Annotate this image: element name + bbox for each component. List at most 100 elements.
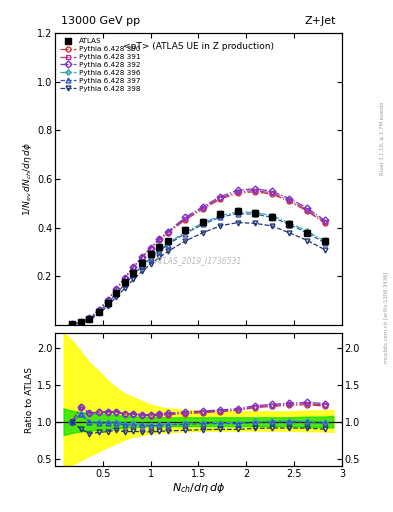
Pythia 6.428 398	[253, 220, 257, 226]
Pythia 6.428 398	[305, 238, 310, 244]
Pythia 6.428 391	[287, 197, 292, 203]
Pythia 6.428 392	[70, 321, 75, 327]
Pythia 6.428 398	[270, 223, 274, 229]
Pythia 6.428 392	[218, 194, 223, 200]
Pythia 6.428 396	[148, 254, 153, 261]
Pythia 6.428 392	[183, 215, 187, 221]
Pythia 6.428 391	[140, 254, 144, 261]
Pythia 6.428 390	[165, 230, 170, 236]
Pythia 6.428 397	[305, 230, 310, 236]
Pythia 6.428 396	[253, 209, 257, 216]
Pythia 6.428 397	[165, 242, 170, 248]
Pythia 6.428 397	[70, 321, 75, 327]
Pythia 6.428 396	[201, 220, 206, 226]
Pythia 6.428 397	[114, 291, 119, 297]
Y-axis label: Ratio to ATLAS: Ratio to ATLAS	[25, 367, 34, 433]
Line: Pythia 6.428 392: Pythia 6.428 392	[70, 186, 327, 327]
Pythia 6.428 390	[235, 190, 240, 196]
Pythia 6.428 391	[79, 319, 83, 325]
Pythia 6.428 392	[157, 236, 162, 242]
Pythia 6.428 398	[105, 303, 110, 309]
Pythia 6.428 396	[70, 321, 75, 327]
Pythia 6.428 398	[287, 230, 292, 236]
Pythia 6.428 390	[140, 254, 144, 261]
Text: mcplots.cern.ch [arXiv:1306.3436]: mcplots.cern.ch [arXiv:1306.3436]	[384, 272, 389, 363]
Pythia 6.428 397	[183, 230, 187, 237]
Pythia 6.428 397	[201, 221, 206, 227]
Pythia 6.428 391	[97, 307, 101, 313]
Pythia 6.428 398	[79, 319, 83, 326]
Pythia 6.428 396	[97, 308, 101, 314]
Pythia 6.428 392	[165, 228, 170, 234]
Pythia 6.428 398	[123, 285, 127, 291]
Pythia 6.428 397	[253, 211, 257, 218]
Pythia 6.428 391	[87, 315, 92, 321]
Pythia 6.428 392	[322, 217, 327, 223]
Pythia 6.428 390	[253, 188, 257, 195]
Pythia 6.428 391	[105, 297, 110, 303]
Pythia 6.428 396	[165, 241, 170, 247]
Pythia 6.428 398	[131, 276, 136, 283]
Text: 13000 GeV pp: 13000 GeV pp	[61, 16, 140, 26]
Pythia 6.428 396	[140, 262, 144, 268]
Text: Z+Jet: Z+Jet	[305, 16, 336, 26]
Text: ATLAS_2019_I1736531: ATLAS_2019_I1736531	[155, 256, 242, 265]
Pythia 6.428 390	[87, 315, 92, 321]
Pythia 6.428 396	[131, 271, 136, 277]
Pythia 6.428 390	[287, 198, 292, 204]
Pythia 6.428 398	[218, 223, 223, 229]
Pythia 6.428 397	[105, 301, 110, 307]
Pythia 6.428 392	[148, 245, 153, 251]
Pythia 6.428 390	[97, 307, 101, 313]
Pythia 6.428 396	[305, 228, 310, 234]
Pythia 6.428 391	[157, 236, 162, 242]
Pythia 6.428 398	[183, 238, 187, 244]
Pythia 6.428 396	[322, 238, 327, 244]
Pythia 6.428 391	[305, 207, 310, 213]
Pythia 6.428 392	[140, 254, 144, 260]
Pythia 6.428 396	[114, 290, 119, 296]
Pythia 6.428 398	[165, 248, 170, 254]
Pythia 6.428 398	[97, 310, 101, 316]
Pythia 6.428 392	[287, 196, 292, 202]
Pythia 6.428 392	[270, 188, 274, 195]
Pythia 6.428 391	[322, 219, 327, 225]
Pythia 6.428 390	[322, 220, 327, 226]
Pythia 6.428 398	[114, 294, 119, 300]
Pythia 6.428 397	[218, 214, 223, 220]
Pythia 6.428 397	[97, 309, 101, 315]
Line: Pythia 6.428 396: Pythia 6.428 396	[70, 209, 327, 327]
Pythia 6.428 390	[305, 208, 310, 214]
Pythia 6.428 390	[270, 191, 274, 197]
Pythia 6.428 396	[218, 212, 223, 219]
Pythia 6.428 391	[165, 229, 170, 235]
Pythia 6.428 390	[79, 319, 83, 325]
Pythia 6.428 392	[201, 203, 206, 209]
Pythia 6.428 390	[105, 297, 110, 303]
Pythia 6.428 397	[270, 214, 274, 220]
Pythia 6.428 390	[131, 264, 136, 270]
Pythia 6.428 392	[87, 315, 92, 321]
Line: Pythia 6.428 391: Pythia 6.428 391	[70, 188, 327, 327]
Pythia 6.428 397	[131, 272, 136, 278]
Legend: ATLAS, Pythia 6.428 390, Pythia 6.428 391, Pythia 6.428 392, Pythia 6.428 396, P: ATLAS, Pythia 6.428 390, Pythia 6.428 39…	[59, 37, 142, 93]
Pythia 6.428 390	[157, 237, 162, 243]
Pythia 6.428 390	[201, 206, 206, 212]
Pythia 6.428 396	[287, 220, 292, 226]
Pythia 6.428 390	[123, 275, 127, 281]
Pythia 6.428 391	[131, 264, 136, 270]
Pythia 6.428 390	[114, 286, 119, 292]
Pythia 6.428 396	[123, 281, 127, 287]
Pythia 6.428 397	[79, 319, 83, 325]
Pythia 6.428 396	[157, 247, 162, 253]
X-axis label: $N_{ch}/d\eta\,d\phi$: $N_{ch}/d\eta\,d\phi$	[172, 481, 225, 496]
Pythia 6.428 391	[201, 205, 206, 211]
Pythia 6.428 391	[235, 189, 240, 195]
Pythia 6.428 397	[123, 281, 127, 287]
Pythia 6.428 390	[183, 217, 187, 223]
Y-axis label: $1/N_{ev}\,dN_{ch}/d\eta\,d\phi$: $1/N_{ev}\,dN_{ch}/d\eta\,d\phi$	[21, 142, 34, 216]
Pythia 6.428 391	[218, 195, 223, 201]
Pythia 6.428 392	[79, 319, 83, 325]
Pythia 6.428 391	[70, 321, 75, 327]
Line: Pythia 6.428 398: Pythia 6.428 398	[70, 220, 327, 327]
